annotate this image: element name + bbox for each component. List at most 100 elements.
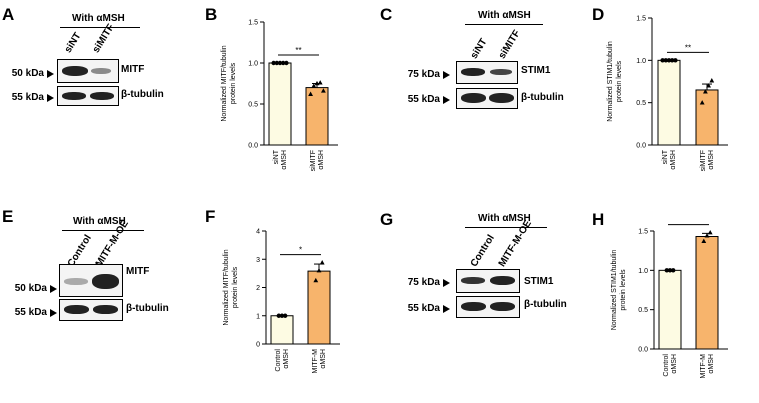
data-point [667,268,673,273]
y-tick-label: 1.0 [248,61,258,68]
treatment-header-c: With αMSH [478,10,531,21]
blot-tubulin-a [57,86,119,106]
x-category-label: siNT [662,149,669,164]
chart-f: Normalized MITF/tubulin protein levels 0 1 2… [223,229,340,374]
chart-d: Normalized STIM1/tubulin protein levels 0.… [607,16,728,171]
lane-label-g-1: Control [468,233,497,269]
lane-label-c-2: siMITF [496,28,523,61]
data-point [279,313,285,318]
y-tick-label: 1.0 [638,268,648,275]
data-point [664,268,669,273]
y-axis-label-line2: protein levels [616,60,623,102]
kda-marker-a-2: 55 kDa [11,92,44,103]
y-tick-label: 2 [256,285,260,292]
y-tick-label: 0.5 [248,102,258,109]
kda-marker-c-2: 55 kDa [407,94,440,105]
data-point [699,100,705,105]
data-point [673,58,678,63]
lane-label-a-1: siNT [62,30,84,55]
bar [658,269,682,350]
bar [270,315,294,345]
data-point [276,313,281,318]
blot-label-a-2: β-tubulin [121,89,164,100]
blot-label-e-2: β-tubulin [126,303,169,314]
data-point [321,88,326,93]
x-category-label: αMSH [320,349,327,369]
bar [695,236,719,350]
x-category-label: Control [663,354,670,377]
blot-label-e-1: MITF [126,266,150,277]
data-point [704,233,710,238]
header-line-a [60,27,140,28]
x-category-label: siMITF [310,150,317,171]
marker-arrow-icon [443,96,450,104]
x-category-label: αMSH [283,349,290,369]
data-point [703,89,708,94]
kda-marker-a-1: 50 kDa [11,68,44,79]
blot-label-c-1: STIM1 [521,65,551,76]
y-tick-label: 1.5 [638,229,648,236]
data-point [274,60,279,66]
bar [695,89,719,146]
chart-h: Normalized STIM1/tubulin protein levels 0.… [611,222,728,379]
panel-letter-h: H [592,210,605,229]
significance-label: * [299,246,302,255]
marker-arrow-icon [443,71,450,79]
data-point [663,58,668,63]
kda-marker-g-1: 75 kDa [407,277,440,288]
y-axis-label-line1: Normalized STIM1/tubulin [611,250,618,331]
y-tick-label: 0.5 [638,307,648,314]
y-axis-label-line2: protein levels [232,266,239,308]
y-axis-label-line2: protein levels [230,62,237,104]
y-axis-label-line1: Normalized MITF/tubulin [223,249,230,325]
data-point [706,83,711,88]
data-point [308,91,313,96]
blot-mitf-e [59,264,123,297]
x-category-label: αMSH [708,150,715,170]
x-category-label: MITF-M [312,349,319,374]
y-tick-label: 1 [256,313,260,320]
blot-label-a-1: MITF [121,64,145,75]
x-category-label: siNT [273,149,280,164]
y-tick-label: 0.0 [248,143,258,150]
data-point [670,58,675,63]
y-tick-label: 0.0 [638,347,648,354]
blot-label-c-2: β-tubulin [521,92,564,103]
data-point [671,268,676,273]
panel-letter-f: F [205,207,216,226]
data-point [283,313,288,318]
chart-b: Normalized MITF/tubulin protein levels 0.0… [221,20,338,171]
y-tick-label: 1.5 [248,20,258,27]
marker-arrow-icon [443,305,450,313]
panel-letter-d: D [592,5,605,24]
data-point [707,229,713,235]
blot-stim1-g [456,269,520,293]
significance-label: ** [685,222,691,225]
kda-marker-c-1: 75 kDa [407,69,440,80]
data-point [319,260,325,265]
header-line-e [62,230,144,231]
blot-stim1-c [456,61,518,84]
panel-letter-c: C [380,5,393,24]
treatment-header-e: With αMSH [73,216,126,227]
x-category-label: siMITF [700,150,707,171]
blot-tubulin-e [59,299,123,321]
panel-letter-b: B [205,5,218,24]
bar [657,59,681,146]
x-category-label: αMSH [708,354,715,374]
bar [307,270,331,345]
x-category-label: αMSH [281,150,288,170]
marker-arrow-icon [50,309,57,317]
data-point [666,58,672,63]
data-point [311,83,317,88]
y-tick-label: 3 [256,257,260,264]
data-point [277,60,283,66]
data-point [281,60,286,66]
x-category-label: Control [275,349,282,372]
blot-mitf-a [57,59,119,83]
marker-arrow-icon [50,285,57,293]
header-line-c [465,24,543,25]
data-point [709,78,715,83]
x-category-label: αMSH [670,150,677,170]
data-point [284,60,289,66]
